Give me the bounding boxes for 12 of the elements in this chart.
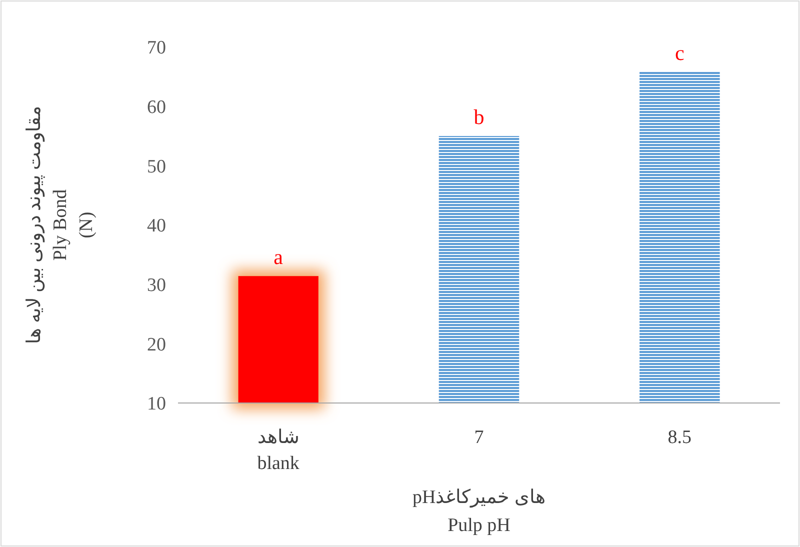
y-tick-label: 30	[147, 274, 166, 296]
y-tick-label: 70	[147, 38, 166, 59]
annotation: c	[675, 40, 684, 65]
y-tick-label: 50	[147, 156, 166, 178]
x-tick-label: 8.5	[668, 427, 692, 448]
y-tick-label: 60	[147, 96, 166, 118]
y-tick-label: 20	[147, 334, 166, 356]
y-tick-label: 10	[147, 394, 166, 415]
annotation: a	[274, 245, 284, 270]
y-tick-label: 40	[147, 216, 166, 237]
annotation: b	[474, 105, 484, 129]
x-tick-label: 7	[474, 427, 484, 448]
